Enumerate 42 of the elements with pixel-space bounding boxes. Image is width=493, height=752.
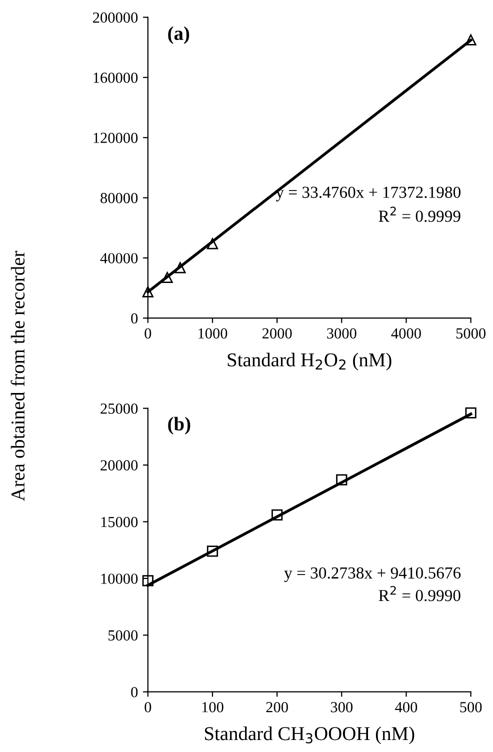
annotation: y = 30.2738x + 9410.5676 bbox=[284, 567, 461, 582]
y-tick-label: 25000 bbox=[100, 403, 138, 414]
point bbox=[465, 407, 476, 418]
x-tick-label: 100 bbox=[202, 702, 224, 712]
x-tick-label: 2000 bbox=[262, 328, 292, 339]
point bbox=[174, 262, 186, 274]
point bbox=[336, 474, 348, 486]
x-tick-label: 0 bbox=[144, 328, 152, 339]
y-tick-label: 40000 bbox=[100, 253, 138, 264]
y-tick-label: 0 bbox=[131, 313, 138, 324]
y-tick-label: 10000 bbox=[101, 574, 138, 584]
y-tick-label: 200000 bbox=[93, 12, 138, 23]
point bbox=[162, 272, 173, 284]
point bbox=[142, 286, 154, 298]
x-tick-label: 200 bbox=[266, 702, 288, 712]
annotation: (a) bbox=[168, 26, 190, 44]
y-tick-label: 120000 bbox=[94, 132, 138, 144]
y-tick-label: 80000 bbox=[100, 192, 138, 204]
y-axis-title: Area obtained from the recorder bbox=[10, 250, 25, 502]
y-tick-label: 0 bbox=[131, 686, 138, 698]
x-tick-label: 5000 bbox=[456, 328, 486, 339]
x-tick-label: 300 bbox=[330, 702, 353, 712]
x-tick-label: 0 bbox=[144, 702, 152, 712]
y-tick-label: 15000 bbox=[101, 516, 138, 528]
x-tick-label: 1000 bbox=[198, 328, 228, 339]
x-axis-title: Standard CH$_{3}$OOOH (nM) bbox=[204, 726, 414, 744]
y-tick-label: 20000 bbox=[100, 460, 138, 470]
point bbox=[206, 546, 218, 557]
x-tick-label: 4000 bbox=[391, 328, 421, 339]
x-tick-label: 3000 bbox=[327, 328, 356, 339]
x-tick-label: 500 bbox=[460, 702, 482, 712]
annotation: (b) bbox=[168, 416, 190, 434]
annotation: R$^{2}$ = 0.9990 bbox=[378, 586, 460, 602]
point bbox=[206, 238, 218, 250]
x-axis-title: Standard H$_{2}$O$_{2}$ (nM) bbox=[228, 352, 392, 370]
y-tick-label: 160000 bbox=[94, 72, 138, 83]
annotation: R$^{2}$ = 0.9999 bbox=[378, 206, 460, 222]
y-tick-label: 5000 bbox=[108, 630, 138, 641]
point bbox=[465, 34, 476, 46]
point bbox=[272, 509, 283, 520]
x-tick-label: 400 bbox=[395, 702, 418, 712]
point bbox=[142, 575, 154, 586]
